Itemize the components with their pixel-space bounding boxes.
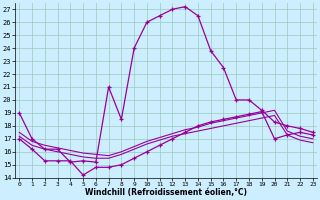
- X-axis label: Windchill (Refroidissement éolien,°C): Windchill (Refroidissement éolien,°C): [85, 188, 247, 197]
